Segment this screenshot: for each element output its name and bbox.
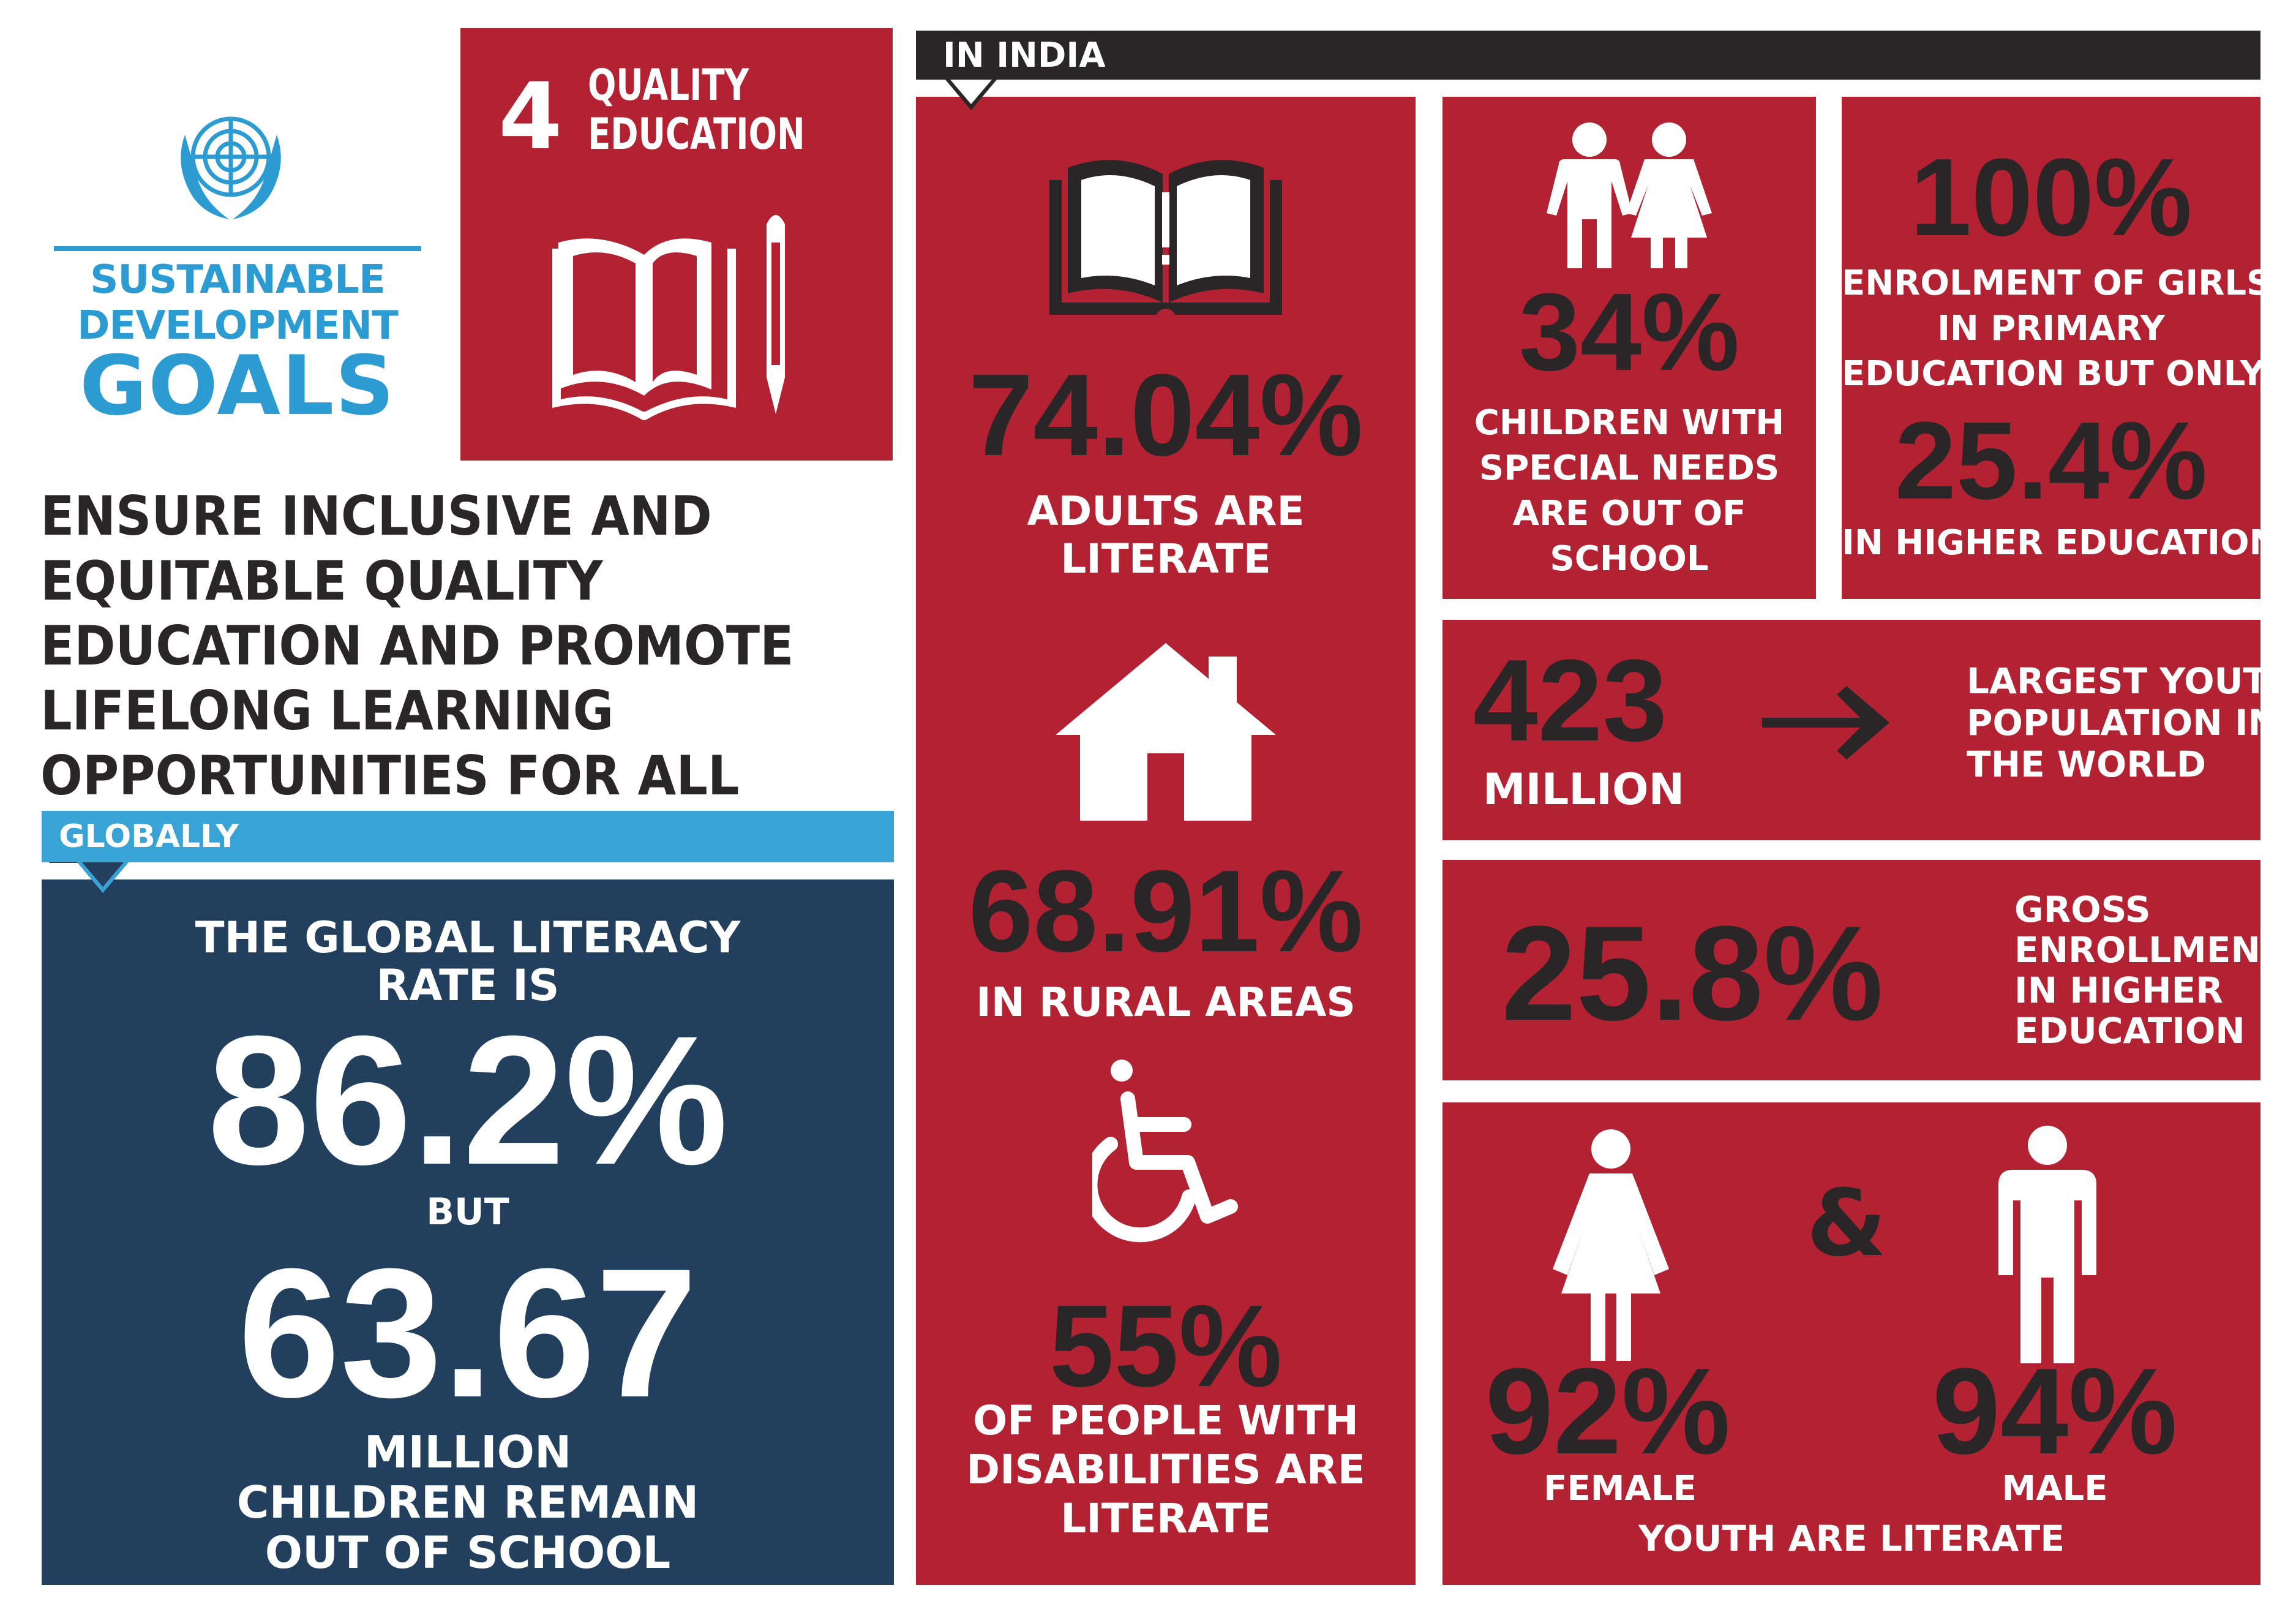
globally-outro-line: OUT OF SCHOOL bbox=[264, 1527, 671, 1578]
disabilities-literacy-label-line: DISABILITIES ARE bbox=[966, 1446, 1365, 1493]
adult-literacy-label-line: LITERATE bbox=[1060, 535, 1271, 582]
youth-literacy-tile: & 92% FEMALE 94% MALE YOUTH ARE LITERATE bbox=[1443, 1102, 2260, 1585]
headline-line-text: OPPORTUNITIES FOR ALL bbox=[40, 744, 740, 807]
india-left-column: 74.04% ADULTS ARE LITERATE 68.91% IN RUR… bbox=[916, 80, 1416, 1585]
youth-population-unit: MILLION bbox=[1483, 764, 1685, 815]
globally-banner: GLOBALLY bbox=[42, 811, 894, 862]
gross-enrollment-tile: 25.8% GROSS ENROLLMENT IN HIGHER EDUCATI… bbox=[1443, 860, 2285, 1080]
globally-outro-line: CHILDREN REMAIN bbox=[236, 1477, 699, 1528]
gross-enrollment-label-line: EDUCATION bbox=[2014, 1010, 2245, 1052]
india-banner: IN INDIA bbox=[916, 31, 2260, 80]
girls-primary-label-line: IN PRIMARY bbox=[1937, 309, 2165, 348]
disabilities-literacy-value: 55% bbox=[1049, 1281, 1283, 1411]
adult-literacy-label-line: ADULTS ARE bbox=[1027, 488, 1305, 535]
india-label: IN INDIA bbox=[943, 36, 1106, 75]
gross-enrollment-value: 25.8% bbox=[1501, 898, 1883, 1049]
headline-line: EDUCATION AND PROMOTE bbox=[40, 614, 794, 677]
globally-outro-line: MILLION bbox=[364, 1426, 572, 1478]
girls-primary-label: ENROLMENT OF GIRLS IN PRIMARY EDUCATION … bbox=[1842, 261, 2272, 397]
global-literacy-rate: 86.2% bbox=[207, 997, 729, 1203]
house-icon bbox=[1056, 643, 1276, 821]
goal-number: 4 bbox=[498, 64, 563, 170]
sdg-logo: SUSTAINABLE DEVELOPMENT GOALS bbox=[37, 86, 429, 429]
globally-intro-line: THE GLOBAL LITERACY bbox=[195, 913, 741, 963]
disabilities-literacy-label-line: OF PEOPLE WITH bbox=[973, 1397, 1359, 1444]
gross-enrollment-label-line: ENROLLMENT bbox=[2014, 929, 2285, 971]
youth-population-tile: 423 MILLION LARGEST YOUTH POPULATION IN … bbox=[1443, 620, 2296, 840]
globally-but: BUT bbox=[426, 1191, 509, 1233]
goal-title-line2: EDUCATION bbox=[588, 109, 805, 159]
logo-line2: DEVELOPMENT bbox=[77, 303, 399, 348]
globally-label: GLOBALLY bbox=[59, 818, 239, 855]
youth-population-label: LARGEST YOUTH POPULATION IN THE WORLD bbox=[1967, 660, 2296, 785]
rural-literacy-label: IN RURAL AREAS bbox=[916, 979, 1416, 1026]
girls-primary-value: 100% bbox=[1910, 136, 2193, 259]
gross-enrollment-label: GROSS ENROLLMENT IN HIGHER EDUCATION bbox=[2014, 889, 2285, 1051]
special-needs-value: 34% bbox=[1518, 271, 1740, 394]
arrow-right-icon bbox=[1762, 686, 1889, 759]
special-needs-label: CHILDREN WITH SPECIAL NEEDS ARE OUT OF S… bbox=[1443, 401, 1816, 582]
goal-title-line1: QUALITY bbox=[588, 60, 749, 110]
book-and-pencil-icon bbox=[552, 215, 785, 420]
pointer-notch bbox=[77, 862, 129, 893]
headline-line: EQUITABLE QUALITY bbox=[40, 549, 603, 612]
male-icon bbox=[1998, 1126, 2096, 1363]
globally-intro: THE GLOBAL LITERACY RATE IS bbox=[42, 914, 894, 1010]
adult-literacy-label: ADULTS ARE LITERATE bbox=[916, 488, 1416, 583]
disabilities-literacy-label: OF PEOPLE WITH DISABILITIES ARE LITERATE bbox=[916, 1396, 1416, 1543]
female-icon bbox=[1553, 1129, 1669, 1361]
globally-outro: MILLION CHILDREN REMAIN OUT OF SCHOOL bbox=[42, 1427, 894, 1578]
special-needs-label-line: CHILDREN WITH bbox=[1474, 403, 1785, 443]
rural-literacy-label-line: IN RURAL AREAS bbox=[976, 979, 1356, 1026]
male-literacy-value: 94% bbox=[1932, 1343, 2178, 1480]
globally-intro-line: RATE IS bbox=[376, 960, 560, 1011]
youth-population-label-line: POPULATION IN bbox=[1967, 702, 2278, 744]
female-literacy-label: FEMALE bbox=[1544, 1469, 1697, 1508]
youth-population-label-line: LARGEST YOUTH bbox=[1967, 660, 2296, 702]
gross-enrollment-label-line: GROSS bbox=[2014, 889, 2151, 930]
headline-line: ENSURE INCLUSIVE AND bbox=[40, 484, 712, 548]
rural-literacy-value: 68.91% bbox=[968, 846, 1364, 976]
special-needs-label-line: SPECIAL NEEDS bbox=[1479, 448, 1780, 488]
children-icon bbox=[1547, 122, 1712, 268]
youth-population-value: 423 bbox=[1473, 636, 1668, 766]
girls-enrolment-tile: 100% ENROLMENT OF GIRLS IN PRIMARY EDUCA… bbox=[1842, 97, 2278, 599]
logo-line1: SUSTAINABLE bbox=[90, 257, 386, 303]
girls-primary-label-line: EDUCATION BUT ONLY bbox=[1842, 354, 2265, 394]
headline: ENSURE INCLUSIVE AND EQUITABLE QUALITY E… bbox=[40, 484, 795, 873]
globally-panel: THE GLOBAL LITERACY RATE IS 86.2% BUT 63… bbox=[42, 862, 894, 1585]
youth-literacy-caption: YOUTH ARE LITERATE bbox=[1638, 1518, 2065, 1559]
youth-literacy-amp: & bbox=[1806, 1170, 1887, 1277]
girls-primary-label-line: ENROLMENT OF GIRLS bbox=[1842, 263, 2272, 303]
wheelchair-icon bbox=[1092, 1060, 1238, 1243]
disabilities-literacy-label-line: LITERATE bbox=[1060, 1495, 1271, 1542]
global-out-of-school-count: 63.67 bbox=[238, 1230, 698, 1436]
girls-higher-label-line: IN HIGHER EDUCATION bbox=[1842, 523, 2278, 563]
girls-higher-label: IN HIGHER EDUCATION bbox=[1842, 521, 2278, 566]
open-book-icon bbox=[1049, 160, 1282, 315]
adult-literacy-value: 74.04% bbox=[968, 350, 1364, 480]
girls-higher-value: 25.4% bbox=[1894, 399, 2208, 522]
pointer-notch bbox=[945, 80, 997, 110]
headline-line: LIFELONG LEARNING bbox=[40, 679, 614, 742]
special-needs-label-line: ARE OUT OF bbox=[1512, 494, 1746, 533]
logo-line3: GOALS bbox=[80, 338, 396, 434]
gross-enrollment-label-line: IN HIGHER bbox=[2014, 970, 2223, 1011]
un-emblem-icon bbox=[181, 116, 281, 219]
special-needs-label-line: SCHOOL bbox=[1550, 539, 1709, 579]
special-needs-tile: 34% CHILDREN WITH SPECIAL NEEDS ARE OUT … bbox=[1443, 97, 1816, 599]
goal-4-tile: 4 QUALITY EDUCATION bbox=[460, 28, 893, 461]
female-literacy-value: 92% bbox=[1485, 1343, 1731, 1480]
youth-population-label-line: THE WORLD bbox=[1967, 744, 2206, 785]
male-literacy-label: MALE bbox=[2001, 1469, 2108, 1508]
